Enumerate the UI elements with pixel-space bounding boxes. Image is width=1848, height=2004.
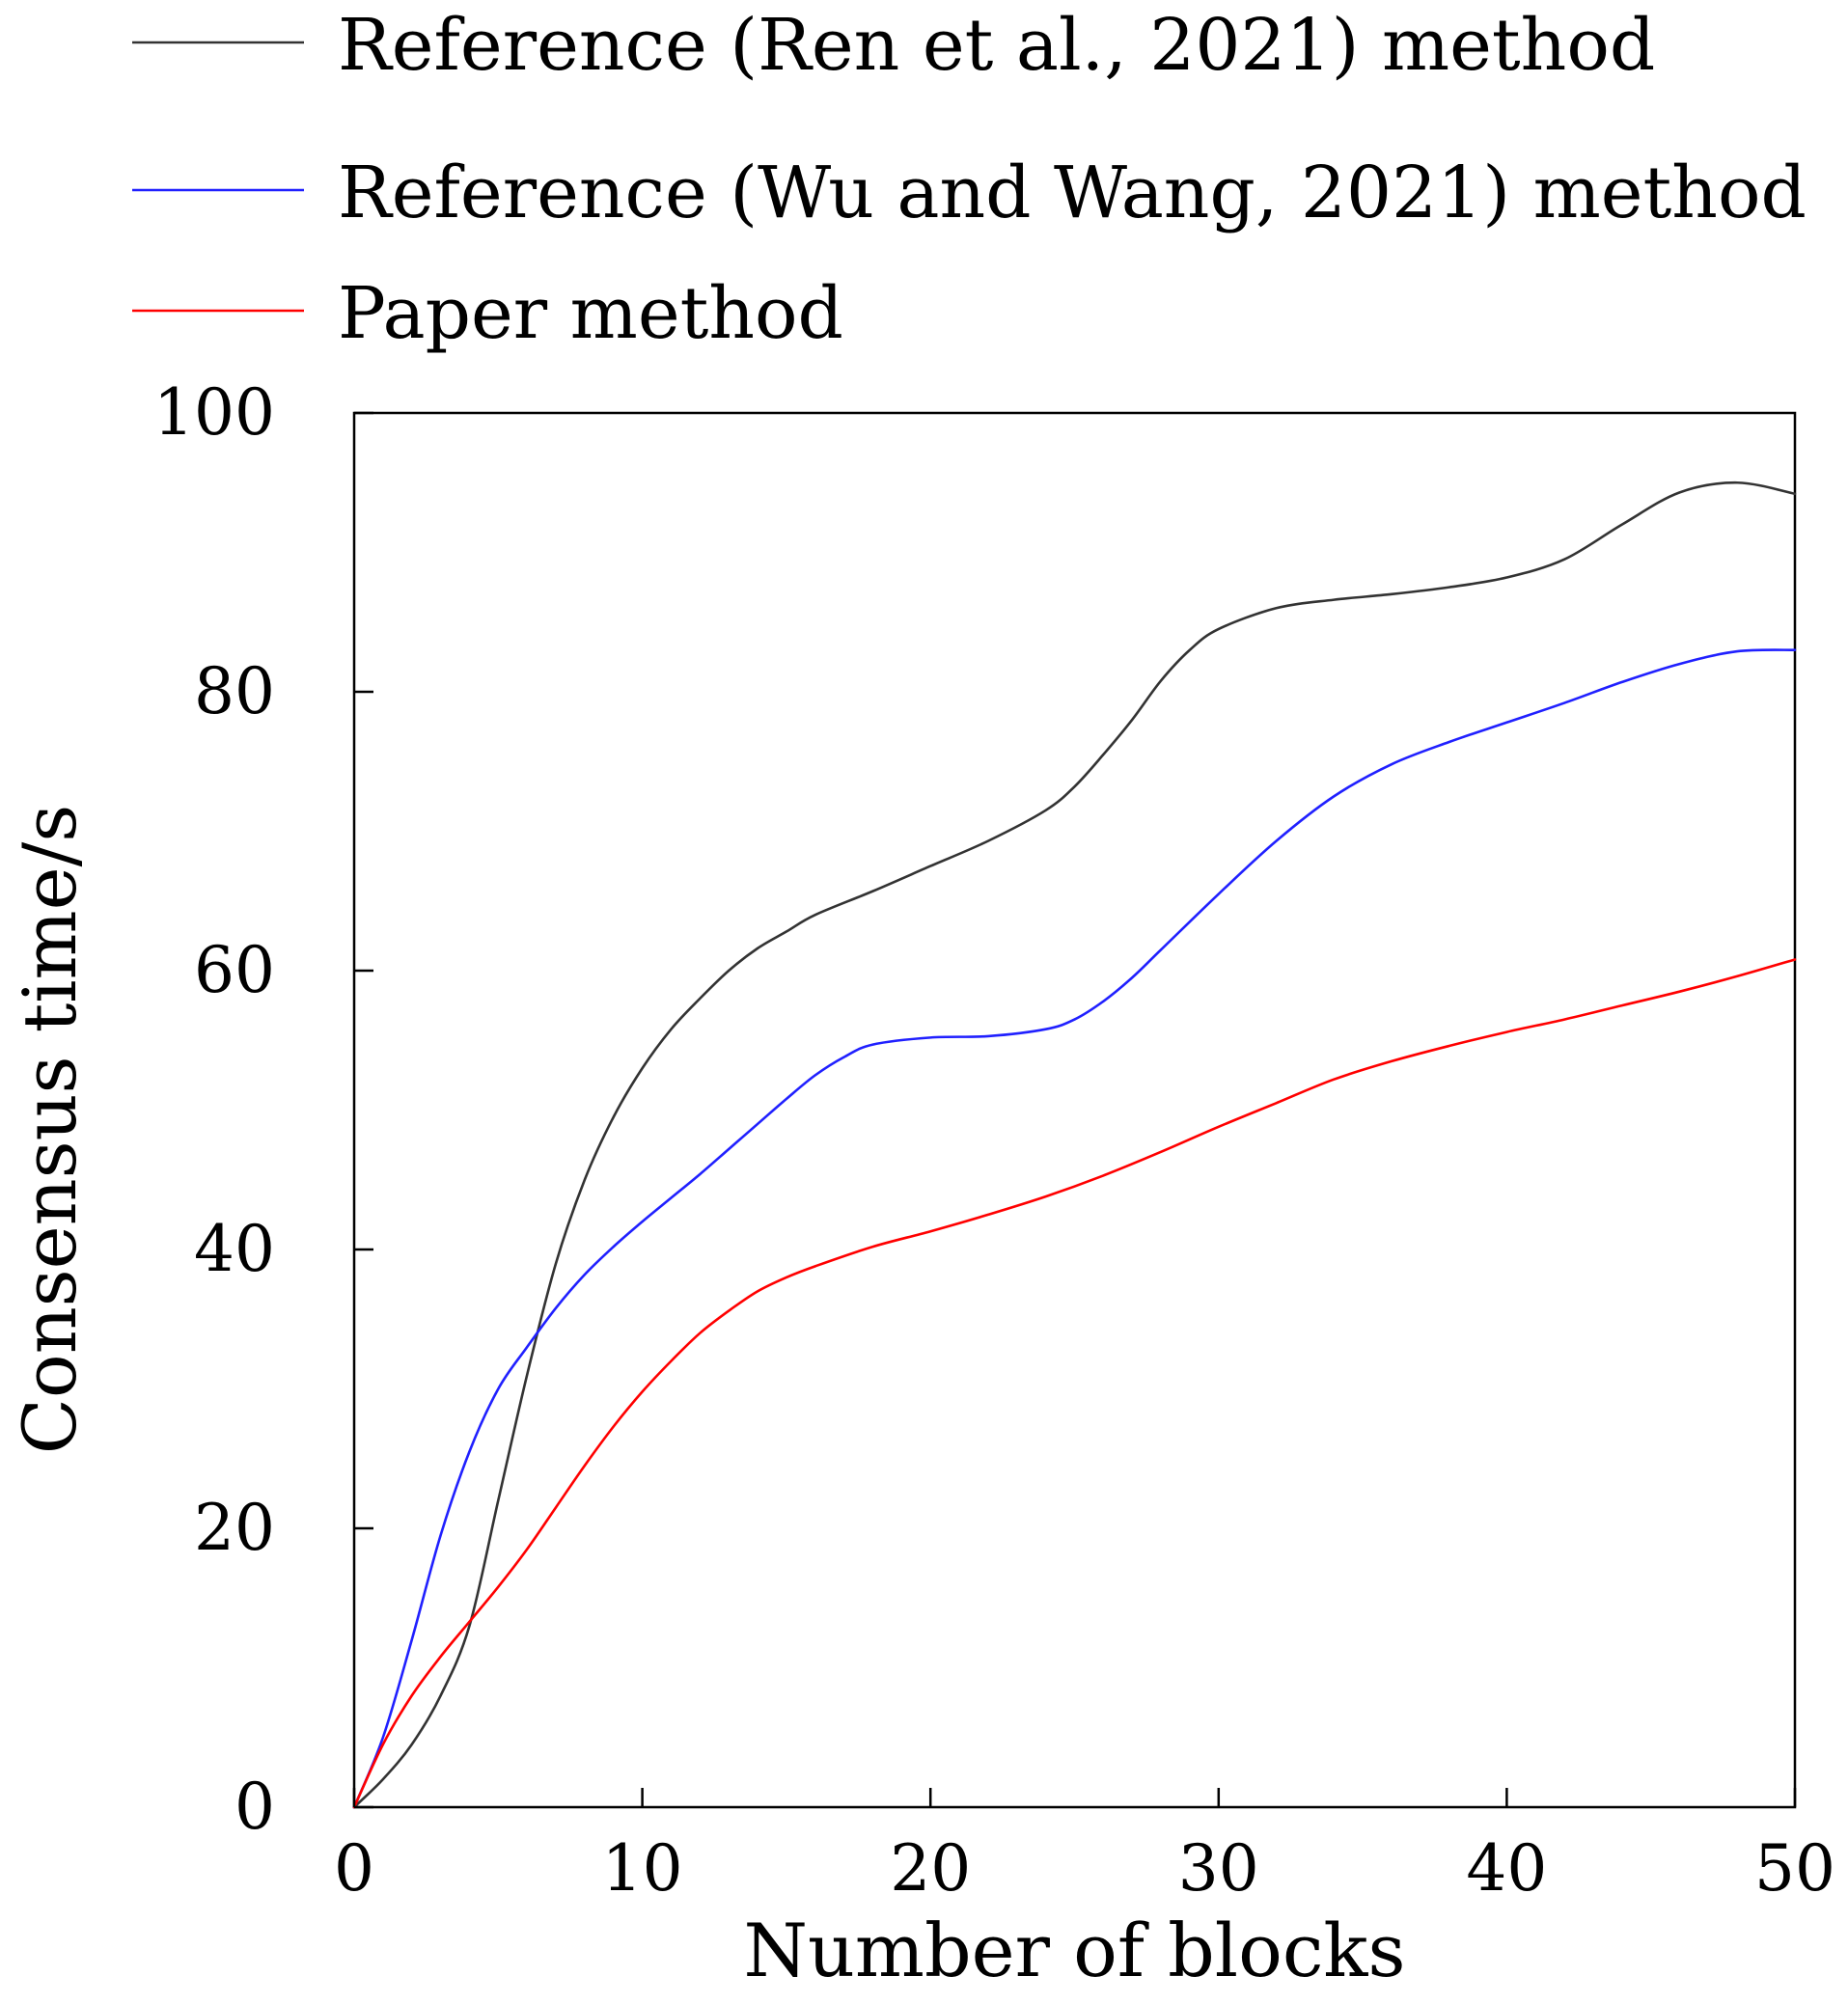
plot-area-border	[352, 411, 1797, 1809]
legend-item: Reference (Wu and Wang, 2021) method	[132, 151, 1807, 234]
x-tick-label: 20	[890, 1831, 971, 1906]
legend-item: Paper method	[132, 272, 843, 355]
legend-label: Reference (Wu and Wang, 2021) method	[338, 151, 1807, 234]
x-tick-label: 30	[1178, 1831, 1259, 1906]
y-tick-label: 80	[194, 654, 275, 728]
y-tick-label: 0	[234, 1770, 275, 1844]
legend-item: Reference (Ren et al., 2021) method	[132, 4, 1655, 87]
y-tick-label: 60	[194, 933, 275, 1007]
x-axis-title: Number of blocks	[743, 1908, 1405, 1993]
y-tick-label: 20	[194, 1491, 275, 1565]
x-tick-label: 10	[602, 1831, 683, 1906]
y-tick-label: 100	[153, 375, 275, 450]
series-lines	[352, 480, 1797, 1809]
y-axis-title: Consensus time/s	[7, 805, 93, 1454]
x-tick-label: 0	[334, 1831, 374, 1906]
x-tick-label: 50	[1754, 1831, 1835, 1906]
series-line-wu-and-wang	[352, 648, 1797, 1809]
x-tick-label: 40	[1466, 1831, 1547, 1906]
legend-label: Paper method	[338, 272, 843, 355]
plot-frame	[352, 411, 1797, 1809]
legend: Reference (Ren et al., 2021) method Refer…	[132, 4, 1807, 355]
series-line-paper-method	[352, 958, 1797, 1809]
series-line-ren-et-al	[352, 480, 1797, 1809]
y-tick-label: 40	[194, 1212, 275, 1286]
axis-ticks: 0 10 20 30 40 50 0 20 40 60 80 100	[153, 375, 1835, 1906]
legend-label: Reference (Ren et al., 2021) method	[338, 4, 1655, 87]
